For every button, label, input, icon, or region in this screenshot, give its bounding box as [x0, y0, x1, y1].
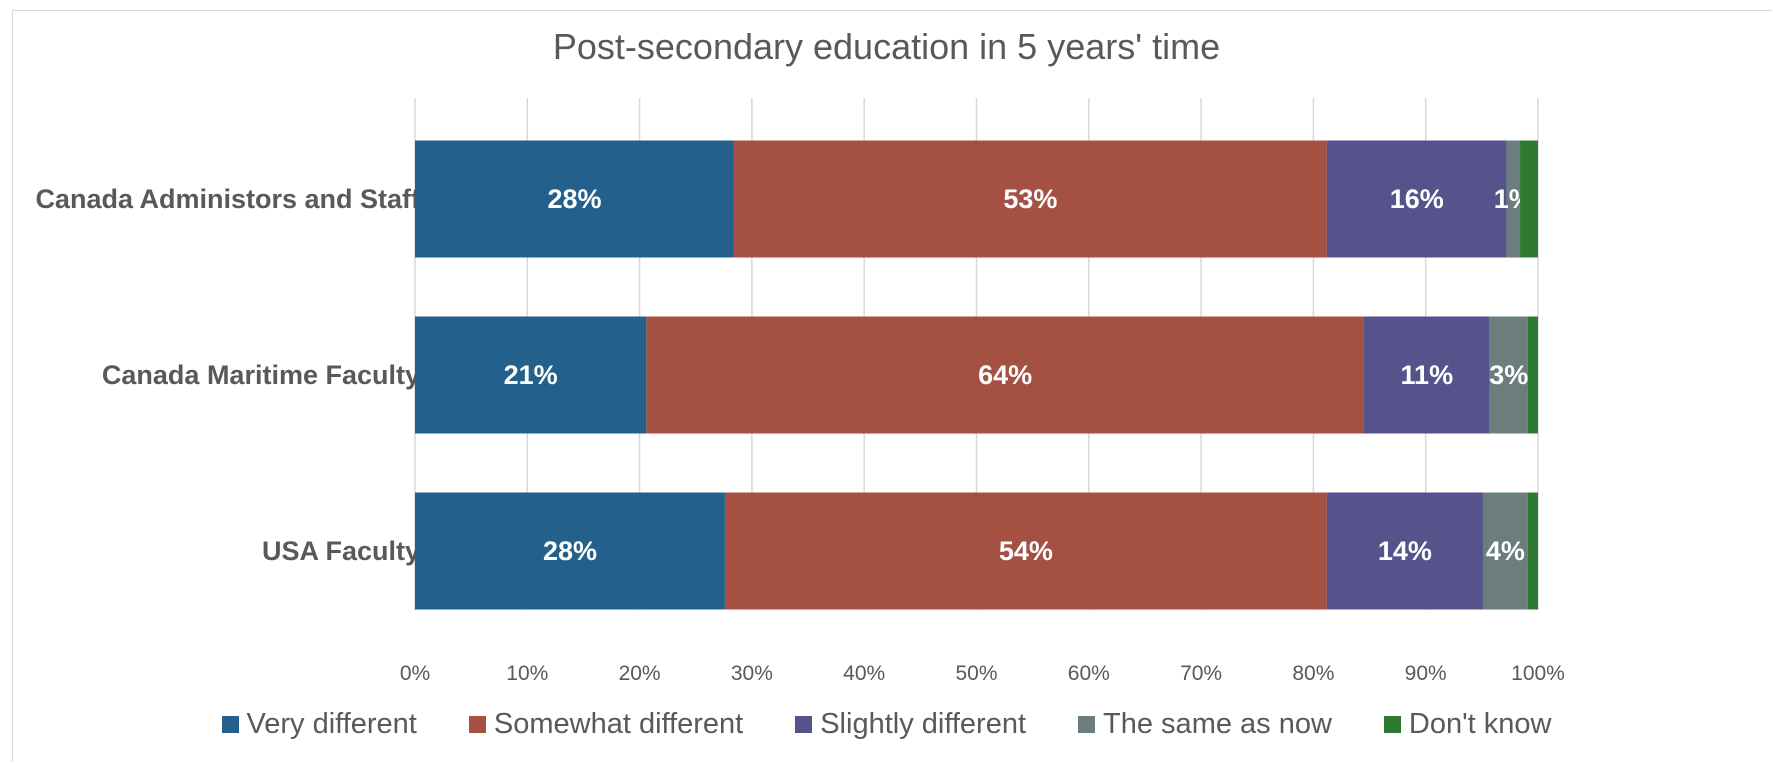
x-tick-label: 10% — [506, 662, 548, 685]
data-label: 14% — [1378, 536, 1432, 566]
legend-label: Somewhat different — [493, 708, 744, 740]
x-tick-label: 30% — [731, 662, 773, 685]
bar-segment — [1482, 492, 1528, 610]
x-tick-label: 80% — [1292, 662, 1334, 685]
bar-segment — [1326, 140, 1507, 258]
category-label: USA Faculty — [262, 536, 420, 566]
x-tick-label: 50% — [955, 662, 997, 685]
bar-segment — [1489, 316, 1528, 434]
bar-segment — [415, 140, 734, 258]
x-tick-label: 40% — [843, 662, 885, 685]
data-label: 11% — [1401, 360, 1454, 390]
legend-label: The same as now — [1103, 708, 1332, 740]
x-tick-label: 100% — [1511, 662, 1565, 685]
bar-segment — [1527, 492, 1538, 610]
legend-item: Somewhat different — [468, 708, 744, 741]
legend-label: Slightly different — [820, 708, 1027, 740]
data-label: 28% — [543, 536, 597, 566]
data-label: 21% — [504, 360, 558, 390]
legend-item: Don't know — [1383, 708, 1552, 741]
bar-segment — [1326, 492, 1483, 610]
legend-item: Slightly different — [795, 708, 1026, 741]
bar-segment — [724, 492, 1327, 610]
bar-segment — [1520, 140, 1538, 258]
bar-segment — [1363, 316, 1490, 434]
bar-segment — [646, 316, 1364, 434]
legend-swatch — [221, 716, 239, 733]
x-tick-label: 60% — [1068, 662, 1110, 685]
data-label: 64% — [978, 360, 1032, 390]
legend-item: Very different — [221, 708, 417, 741]
data-label: 53% — [1003, 184, 1057, 214]
legend-label: Very different — [246, 708, 417, 740]
legend-swatch — [1383, 716, 1401, 733]
data-label: 4% — [1486, 536, 1525, 566]
bar-segment — [733, 140, 1327, 258]
legend-swatch — [468, 716, 486, 733]
x-tick-label: 20% — [619, 662, 661, 685]
category-label: Canada Maritime Faculty — [102, 360, 420, 390]
data-label: 28% — [547, 184, 601, 214]
category-label: Canada Administors and Staff — [35, 184, 421, 214]
x-tick-label: 70% — [1180, 662, 1222, 685]
bar-segment — [1527, 316, 1538, 434]
bar-segment — [1506, 140, 1521, 258]
x-tick-label: 0% — [400, 662, 430, 685]
legend-label: Don't know — [1408, 708, 1552, 740]
data-label: 54% — [999, 536, 1053, 566]
legend-swatch — [1078, 716, 1096, 733]
bar-segment — [415, 492, 725, 610]
chart-title: Post-secondary education in 5 years' tim… — [552, 26, 1221, 67]
bar-segment — [415, 316, 647, 434]
legend: Very different Somewhat different Slightly… — [0, 708, 1773, 741]
legend-swatch — [795, 716, 813, 733]
data-label: 16% — [1390, 184, 1444, 214]
x-tick-label: 90% — [1405, 662, 1447, 685]
legend-item: The same as now — [1078, 708, 1332, 741]
data-label: 3% — [1489, 360, 1528, 390]
